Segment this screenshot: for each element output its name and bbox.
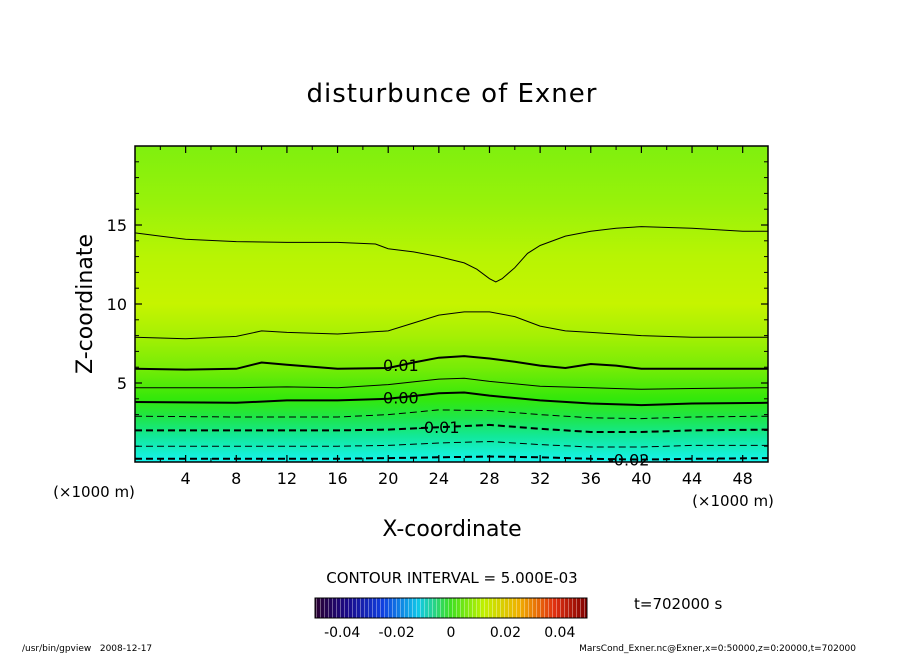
contour-line bbox=[135, 440, 768, 448]
contour-label: -0.02 bbox=[608, 450, 649, 469]
x-tick-label: 48 bbox=[733, 469, 753, 488]
contour-label: -0.01 bbox=[418, 418, 459, 437]
y-tick-label: 5 bbox=[117, 374, 127, 393]
x-tick-label: 32 bbox=[530, 469, 550, 488]
footer-left: /usr/bin/gpview 2008-12-17 bbox=[22, 644, 152, 654]
x-tick-label: 16 bbox=[327, 469, 347, 488]
contour-line bbox=[135, 409, 768, 420]
contour-label: 0.00 bbox=[383, 388, 419, 407]
colorbar-stripes bbox=[315, 598, 587, 618]
x-tick-label: 28 bbox=[479, 469, 499, 488]
chart-title: disturbunce of Exner bbox=[307, 79, 598, 109]
colorbar-tick-label: -0.02 bbox=[378, 625, 414, 641]
x-tick-label: 4 bbox=[181, 469, 191, 488]
x-tick-label: 40 bbox=[631, 469, 651, 488]
contour-line bbox=[135, 423, 768, 433]
y-axis-ticks: 5 10 15 bbox=[107, 161, 768, 447]
x-tick-label: 36 bbox=[581, 469, 601, 488]
colorbar-tick-label: 0 bbox=[447, 625, 456, 641]
x-axis-ticks: 4 8 12 16 20 24 28 32 36 40 44 48 bbox=[159, 146, 753, 488]
x-tick-label: 44 bbox=[682, 469, 702, 488]
time-label: t=702000 s bbox=[634, 595, 722, 613]
y-tick-label: 10 bbox=[107, 295, 127, 314]
x-unit-left: (×1000 m) bbox=[53, 483, 135, 501]
colorbar-ticks: -0.04 -0.02 0 0.02 0.04 bbox=[324, 625, 575, 641]
contour-line bbox=[135, 377, 768, 390]
y-axis-label: Z-coordinate bbox=[73, 234, 98, 374]
colorbar-tick-label: 0.04 bbox=[544, 625, 575, 641]
x-tick-label: 8 bbox=[231, 469, 241, 488]
contour-interval-label: CONTOUR INTERVAL = 5.000E-03 bbox=[326, 569, 577, 587]
contour-label: 0.01 bbox=[383, 356, 419, 375]
x-unit-right: (×1000 m) bbox=[692, 492, 774, 510]
contour-line bbox=[135, 355, 768, 371]
contour-line bbox=[135, 226, 768, 283]
contour-labels: 0.01 0.00 -0.01 -0.02 bbox=[383, 356, 649, 469]
contour-line bbox=[135, 311, 768, 340]
x-tick-label: 12 bbox=[277, 469, 297, 488]
x-axis-label: X-coordinate bbox=[382, 517, 521, 542]
colorbar-tick-label: -0.04 bbox=[324, 625, 360, 641]
y-tick-label: 15 bbox=[107, 216, 127, 235]
plot-field bbox=[135, 146, 768, 462]
colorbar-tick-label: 0.02 bbox=[490, 625, 521, 641]
x-tick-label: 20 bbox=[378, 469, 398, 488]
colorbar-frame bbox=[314, 597, 588, 619]
footer-right: MarsCond_Exner.nc@Exner,x=0:50000,z=0:20… bbox=[579, 644, 856, 654]
contour-line bbox=[135, 391, 768, 407]
x-tick-label: 24 bbox=[429, 469, 449, 488]
